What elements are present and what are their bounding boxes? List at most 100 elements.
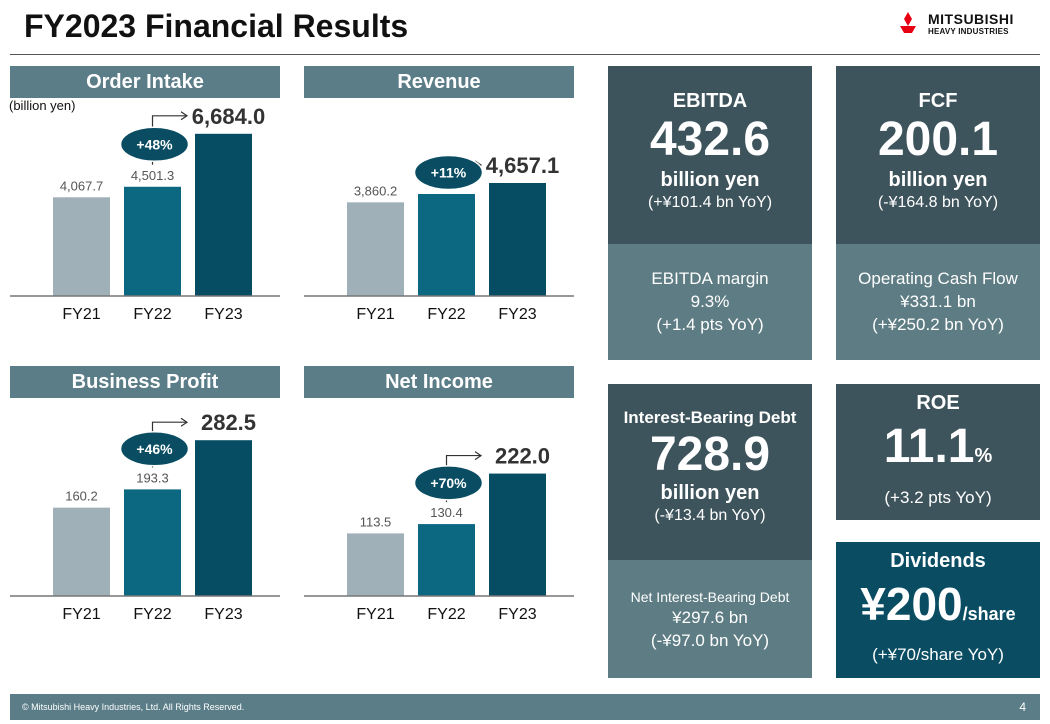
ebitda-margin-label: EBITDA margin	[651, 269, 769, 288]
x-tick-label: FY22	[427, 606, 465, 623]
ebitda-margin-card: EBITDA margin 9.3% (+1.4 pts YoY)	[608, 244, 812, 360]
x-tick-label: FY23	[498, 606, 536, 623]
bar-fy22	[418, 524, 475, 596]
ebitda-card: EBITDA 432.6 billion yen (+¥101.4 bn YoY…	[608, 66, 812, 244]
x-tick-label: FY21	[62, 306, 100, 323]
ocf-yoy: (+¥250.2 bn YoY)	[872, 315, 1004, 334]
dividends-value: ¥200	[860, 578, 963, 630]
dividends-unit: /share	[962, 604, 1016, 624]
fcf-card: FCF 200.1 billion yen (-¥164.8 bn YoY)	[836, 66, 1040, 244]
operating-cash-flow-card: Operating Cash Flow ¥331.1 bn (+¥250.2 b…	[836, 244, 1040, 360]
x-tick-label: FY22	[133, 306, 171, 323]
bar-fy21	[53, 507, 110, 596]
x-tick-label: FY22	[133, 606, 171, 623]
debt-unit: billion yen	[660, 482, 760, 504]
bar-fy21	[53, 197, 110, 296]
arrow-head-icon	[180, 417, 189, 427]
growth-badge	[413, 465, 484, 501]
debt-yoy: (-¥13.4 bn YoY)	[654, 507, 766, 524]
ocf-label: Operating Cash Flow	[858, 269, 1018, 288]
data-label-fy23: 282.5	[201, 410, 256, 435]
x-tick-label: FY23	[204, 306, 242, 323]
unit-note: (billion yen)	[9, 98, 76, 113]
data-label-fy22: 130.4	[430, 505, 463, 520]
data-label-fy22: 4,501.3	[131, 168, 174, 183]
chart-title: Order Intake	[10, 66, 280, 98]
data-label-fy23: 4,657.1	[486, 153, 559, 178]
bar-fy23	[195, 133, 252, 296]
ebitda-margin-yoy: (+1.4 pts YoY)	[656, 315, 764, 334]
net-income-svg: 113.5 FY21 130.4 FY22 222.0 FY23 +70%	[304, 444, 574, 623]
growth-badge-label: +48%	[136, 136, 173, 152]
roe-unit: %	[974, 445, 993, 467]
x-tick-label: FY21	[62, 606, 100, 623]
three-diamonds-icon	[900, 12, 916, 33]
copyright: © Mitsubishi Heavy Industries, Ltd. All …	[22, 702, 245, 712]
x-tick-label: FY22	[427, 306, 465, 323]
growth-badge	[119, 126, 190, 163]
chart-title: Net Income	[304, 366, 574, 398]
net-debt-label: Net Interest-Bearing Debt	[630, 589, 790, 605]
data-label-fy23: 6,684.0	[192, 104, 265, 129]
dividends-yoy: (+¥70/share YoY)	[872, 645, 1004, 664]
data-label-fy21: 4,067.7	[60, 178, 103, 193]
arrow-head-icon	[474, 451, 483, 461]
data-label-fy23: 222.0	[495, 444, 550, 469]
company-logo: MITSUBISHI HEAVY INDUSTRIES	[892, 12, 1042, 42]
debt-label: Interest-Bearing Debt	[623, 408, 797, 427]
debt-value: 728.9	[649, 428, 771, 481]
chart-title: Revenue	[304, 66, 574, 98]
business-profit-chart: Business Profit 160.2 FY21 193.3 FY22 282.5 F…	[10, 366, 280, 641]
growth-badge-label: +70%	[430, 475, 467, 491]
bar-fy22	[124, 186, 181, 296]
fcf-value: 200.1	[877, 113, 999, 166]
logo-line2: HEAVY INDUSTRIES	[928, 27, 1009, 36]
bar-fy21	[347, 202, 404, 296]
bar-fy23	[489, 473, 546, 596]
x-tick-label: FY23	[204, 606, 242, 623]
bar-fy21	[347, 533, 404, 596]
roe-label: ROE	[916, 392, 960, 414]
growth-badge-label: +11%	[431, 165, 467, 181]
data-label-fy22: 193.3	[136, 470, 169, 485]
ebitda-value: 432.6	[649, 113, 771, 166]
roe-card: ROE 11.1% (+3.2 pts YoY)	[836, 384, 1040, 520]
title-divider	[10, 54, 1040, 55]
fcf-yoy: (-¥164.8 bn YoY)	[877, 194, 999, 211]
page-number: 4	[1019, 700, 1026, 714]
net-interest-bearing-debt-card: Net Interest-Bearing Debt ¥297.6 bn (-¥9…	[608, 560, 812, 678]
data-label-fy21: 3,860.2	[354, 183, 397, 198]
data-label-fy21: 160.2	[65, 489, 98, 504]
bar-fy23	[489, 182, 546, 296]
ocf-value: ¥331.1 bn	[900, 292, 976, 311]
ebitda-margin-value: 9.3%	[690, 292, 730, 311]
net-debt-value: ¥297.6 bn	[672, 608, 748, 627]
x-tick-label: FY21	[356, 606, 394, 623]
x-tick-label: FY21	[356, 306, 394, 323]
growth-badge-label: +46%	[136, 441, 173, 457]
bar-fy23	[195, 440, 252, 596]
roe-yoy: (+3.2 pts YoY)	[884, 488, 992, 507]
logo-line1: MITSUBISHI	[928, 11, 1014, 27]
net-debt-yoy: (-¥97.0 bn YoY)	[650, 631, 770, 650]
roe-value: 11.1	[883, 420, 975, 473]
net-income-chart: Net Income 113.5 FY21 130.4 FY22 222.0 FY23 +7…	[304, 366, 574, 641]
data-label-fy21: 113.5	[360, 514, 392, 529]
growth-badge	[413, 154, 484, 191]
ebitda-label: EBITDA	[672, 90, 748, 112]
dividends-card: Dividends ¥200/share (+¥70/share YoY)	[836, 542, 1040, 678]
order-intake-svg: 4,067.7 FY21 4,501.3 FY22 6,684.0 FY23 +48%	[10, 104, 280, 323]
dividends-label: Dividends	[890, 550, 986, 572]
bar-fy22	[124, 489, 181, 596]
order-intake-chart: Order Intake 4,067.7 FY21 4,501.3 FY22 6,684…	[10, 66, 280, 341]
fcf-unit: billion yen	[888, 169, 988, 191]
ebitda-yoy: (+¥101.4 bn YoY)	[647, 194, 773, 211]
fcf-label: FCF	[918, 90, 958, 112]
bar-fy22	[418, 194, 475, 296]
interest-bearing-debt-card: Interest-Bearing Debt 728.9 billion yen …	[608, 384, 812, 560]
chart-title: Business Profit	[10, 366, 280, 398]
footer-bar: © Mitsubishi Heavy Industries, Ltd. All …	[10, 694, 1040, 720]
x-tick-label: FY23	[498, 306, 536, 323]
business-profit-svg: 160.2 FY21 193.3 FY22 282.5 FY23 +46%	[10, 410, 280, 623]
growth-badge	[119, 431, 190, 467]
